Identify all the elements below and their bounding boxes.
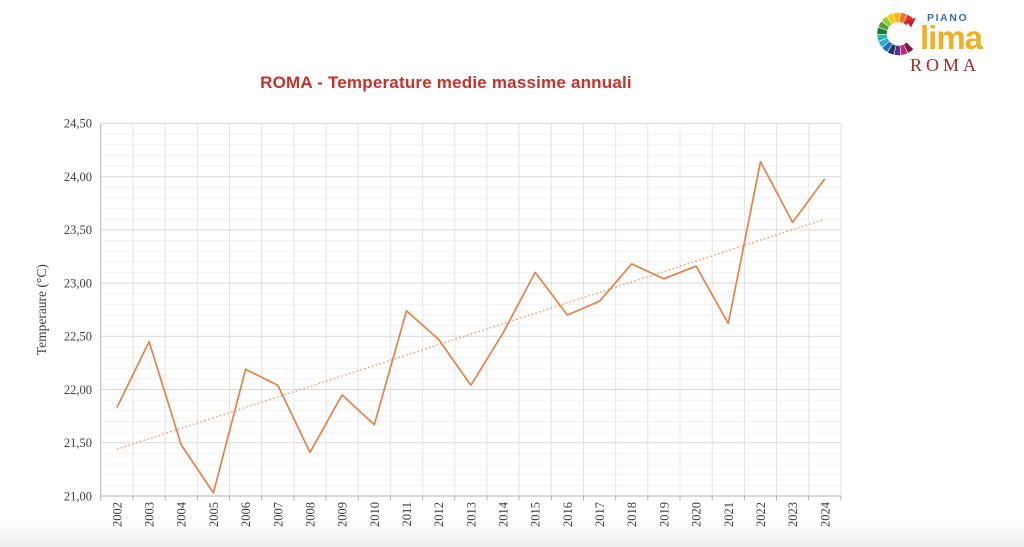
minor-gridlines xyxy=(100,133,841,486)
svg-text:2006: 2006 xyxy=(239,502,253,527)
svg-text:2005: 2005 xyxy=(207,502,221,527)
y-axis-tick-labels: 21,00 21,50 22,00 22,50 23,00 23,50 24,00 24,50 xyxy=(64,117,92,504)
svg-text:2014: 2014 xyxy=(497,501,511,527)
axis-lines xyxy=(100,123,842,501)
svg-text:2024: 2024 xyxy=(818,501,832,527)
slide-bottom-shadow xyxy=(0,523,1024,547)
svg-text:2009: 2009 xyxy=(336,502,350,527)
svg-text:2022: 2022 xyxy=(754,502,768,527)
series-line xyxy=(116,160,826,494)
svg-text:24,00: 24,00 xyxy=(64,170,92,184)
svg-text:2016: 2016 xyxy=(561,502,575,527)
svg-text:2021: 2021 xyxy=(722,502,736,527)
svg-text:23,50: 23,50 xyxy=(64,223,92,237)
y-axis-title: Temperaure (°C) xyxy=(34,264,49,355)
x-axis-tick-labels: 2002 2003 2004 2005 2006 2007 2008 2009 2010 2011… xyxy=(110,501,832,527)
svg-text:21,50: 21,50 xyxy=(64,436,92,450)
vertical-gridlines xyxy=(132,123,842,496)
svg-text:2019: 2019 xyxy=(657,502,671,527)
svg-text:2012: 2012 xyxy=(432,502,446,527)
svg-text:2010: 2010 xyxy=(368,502,382,527)
svg-text:2011: 2011 xyxy=(400,502,414,527)
svg-text:2017: 2017 xyxy=(593,502,607,527)
chart-title: ROMA - Temperature medie massime annuali xyxy=(260,73,632,92)
svg-text:2020: 2020 xyxy=(690,502,704,527)
svg-text:2015: 2015 xyxy=(529,502,543,527)
svg-text:2004: 2004 xyxy=(175,501,189,527)
svg-text:2023: 2023 xyxy=(786,502,800,527)
svg-text:2003: 2003 xyxy=(143,502,157,527)
svg-text:2013: 2013 xyxy=(464,502,478,527)
svg-text:21,00: 21,00 xyxy=(64,489,92,503)
svg-text:2018: 2018 xyxy=(625,502,639,527)
svg-text:24,50: 24,50 xyxy=(64,117,92,131)
svg-text:2002: 2002 xyxy=(110,502,124,527)
logo-piano-text: PIANO xyxy=(927,12,969,24)
logo-clima-text: lima xyxy=(920,19,983,56)
logo-roma-text: ROMA xyxy=(910,55,981,75)
piano-clima-roma-logo: PIANO lima ROMA xyxy=(876,10,1010,76)
svg-text:23,00: 23,00 xyxy=(64,276,92,290)
trend-line xyxy=(116,218,826,450)
svg-text:2007: 2007 xyxy=(271,502,285,527)
major-gridlines xyxy=(100,122,841,444)
sdg-wheel-icon xyxy=(877,12,916,56)
svg-text:22,00: 22,00 xyxy=(64,383,92,397)
svg-text:22,50: 22,50 xyxy=(64,330,92,344)
svg-text:2008: 2008 xyxy=(304,502,318,527)
